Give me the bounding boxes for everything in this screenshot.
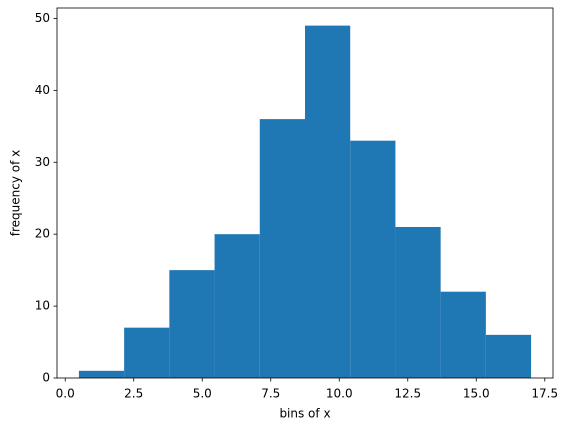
bar [214, 234, 260, 378]
x-tick-label: 7.5 [261, 387, 280, 401]
bar [485, 334, 532, 378]
bar [350, 140, 396, 378]
x-tick-label: 10.0 [326, 387, 353, 401]
x-tick-label: 2.5 [124, 387, 143, 401]
y-tick-label: 50 [35, 11, 50, 25]
x-tick-label: 15.0 [463, 387, 490, 401]
x-tick-label: 5.0 [193, 387, 212, 401]
x-tick-label: 12.5 [394, 387, 421, 401]
y-tick-label: 30 [35, 155, 50, 169]
y-tick-label: 20 [35, 227, 50, 241]
bar [124, 327, 170, 378]
x-axis-label: bins of x [279, 407, 330, 421]
y-tick-label: 10 [35, 299, 50, 313]
bar [395, 226, 441, 378]
bar [440, 291, 486, 378]
bar [169, 270, 215, 378]
bar [78, 370, 125, 378]
y-tick-label: 0 [42, 371, 50, 385]
y-tick-label: 40 [35, 83, 50, 97]
x-tick-label: 0.0 [56, 387, 75, 401]
y-axis-label: frequency of x [9, 150, 23, 236]
plot-frame [56, 7, 554, 379]
bar [305, 25, 351, 378]
bar [259, 119, 305, 378]
x-tick-label: 17.5 [531, 387, 558, 401]
